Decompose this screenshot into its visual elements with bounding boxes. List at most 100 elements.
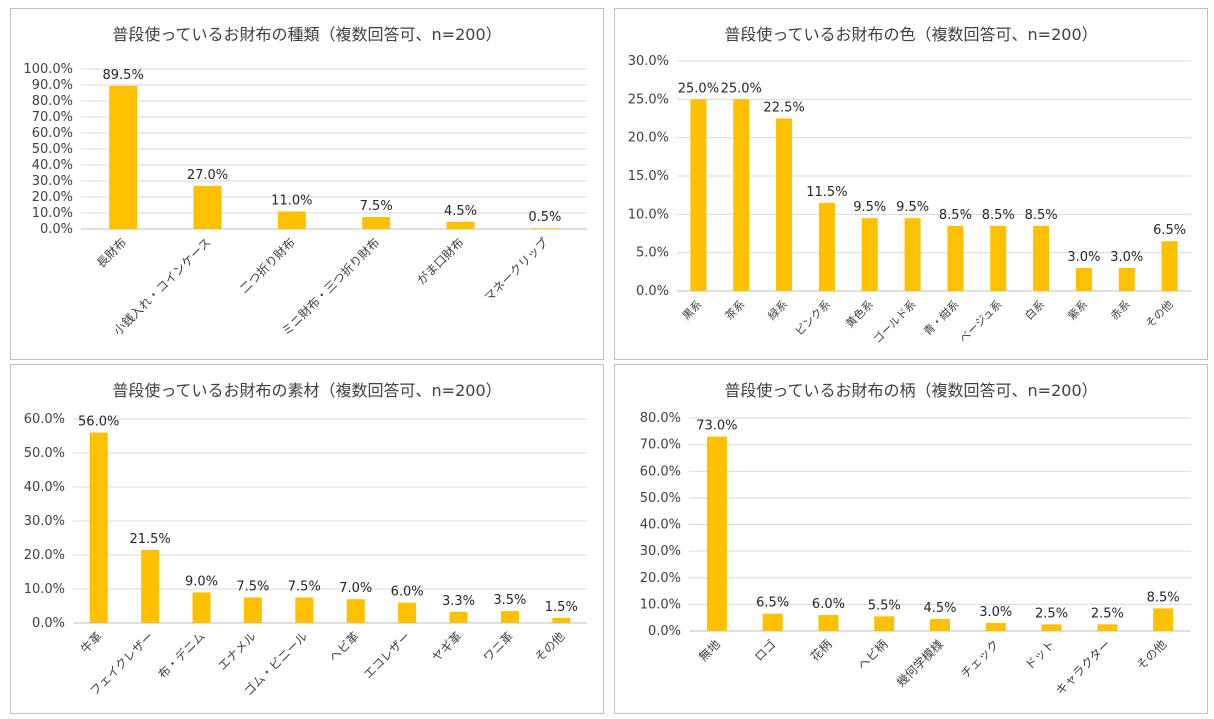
bar — [1075, 268, 1092, 291]
x-tick-label: 黄色系 — [843, 297, 876, 330]
bar — [1097, 624, 1118, 631]
y-tick-label: 30.0% — [628, 54, 669, 69]
y-tick-label: 50.0% — [640, 491, 681, 506]
x-tick-label: ロゴ — [751, 637, 779, 665]
y-tick-label: 30.0% — [640, 544, 681, 559]
bar — [947, 225, 964, 291]
chart-title: 普段使っているお財布の色（複数回答可、n=200） — [724, 25, 1098, 44]
bar — [109, 85, 138, 229]
data-label: 2.5% — [1035, 606, 1068, 621]
data-label: 8.5% — [982, 208, 1015, 223]
x-tick-label: エコレザー — [361, 629, 413, 681]
y-tick-label: 90.0% — [32, 78, 73, 93]
x-tick-label: 幾何学模様 — [893, 637, 946, 690]
data-label: 25.0% — [678, 81, 719, 96]
data-label: 3.0% — [1067, 250, 1100, 265]
data-label: 6.5% — [756, 596, 789, 611]
data-label: 9.0% — [185, 574, 218, 589]
data-label: 11.0% — [271, 193, 312, 208]
y-tick-label: 40.0% — [640, 518, 681, 533]
bar — [985, 623, 1006, 631]
x-tick-label: 緑系 — [765, 297, 790, 322]
y-tick-label: 0.0% — [636, 284, 669, 299]
y-tick-label: 100.0% — [23, 62, 73, 77]
data-label: 2.5% — [1091, 606, 1124, 621]
chart-panel-wallet-color: 普段使っているお財布の色（複数回答可、n=200） 0.0% 5.0% 10.0% 1… — [614, 8, 1208, 360]
y-tick-label: 50.0% — [32, 142, 73, 157]
data-label: 7.5% — [288, 580, 321, 595]
x-tick-label: ベージュ系 — [957, 298, 1004, 345]
data-label: 56.0% — [78, 415, 119, 430]
y-tick-label: 80.0% — [32, 94, 73, 109]
data-label: 3.0% — [979, 605, 1012, 620]
x-tick-label: ミニ財布・三つ折り財布 — [278, 235, 382, 339]
bar — [1041, 624, 1062, 631]
x-tick-label: ワニ革 — [481, 629, 516, 664]
data-label: 8.5% — [939, 208, 972, 223]
bar — [861, 218, 878, 291]
chart-svg: 0.0%10.0%20.0%30.0%40.0%50.0%60.0%70.0%8… — [640, 411, 1191, 698]
data-label: 3.5% — [493, 593, 526, 608]
x-tick-label: 小銭入れ・コインケース — [110, 235, 214, 339]
bar — [874, 616, 895, 631]
bar — [1153, 608, 1174, 631]
data-label: 89.5% — [103, 68, 144, 83]
y-tick-label: 50.0% — [24, 446, 65, 461]
data-label: 3.3% — [442, 594, 475, 609]
chart-panel-wallet-type: 普段使っているお財布の種類（複数回答可、n=200） 0.0% 10.0% 20.0… — [10, 8, 604, 360]
x-tick-label: ヘビ柄 — [855, 637, 890, 672]
data-label: 6.5% — [1153, 223, 1186, 238]
chart-title: 普段使っているお財布の種類（複数回答可、n=200） — [112, 25, 502, 44]
x-tick-label: 布・デニム — [155, 629, 208, 682]
bar — [733, 99, 750, 291]
bar — [762, 613, 783, 631]
y-tick-label: 15.0% — [628, 169, 669, 184]
bar — [449, 611, 468, 623]
y-tick-label: 70.0% — [640, 438, 681, 453]
bar — [1118, 268, 1135, 291]
data-label: 8.5% — [1147, 590, 1180, 605]
data-label: 21.5% — [129, 532, 170, 547]
bar — [690, 99, 707, 291]
x-tick-label: チェック — [958, 637, 1002, 681]
y-tick-label: 40.0% — [32, 158, 73, 173]
data-label: 0.5% — [528, 210, 561, 225]
bar — [818, 202, 835, 291]
bar — [277, 211, 306, 229]
y-tick-label: 70.0% — [32, 110, 73, 125]
y-tick-label: 10.0% — [24, 582, 65, 597]
y-tick-label: 10.0% — [628, 207, 669, 222]
data-label: 9.5% — [853, 200, 886, 215]
x-tick-label: ドット — [1022, 637, 1057, 672]
data-label: 22.5% — [763, 101, 804, 116]
data-label: 3.0% — [1110, 250, 1143, 265]
bar — [362, 217, 391, 229]
y-tick-label: 80.0% — [640, 411, 681, 426]
y-tick-label: 20.0% — [24, 548, 65, 563]
chart-title: 普段使っているお財布の素材（複数回答可、n=200） — [112, 381, 502, 400]
y-tick-label: 20.0% — [628, 131, 669, 146]
x-tick-label: その他 — [1143, 298, 1176, 331]
y-tick-label: 25.0% — [628, 92, 669, 107]
chart-svg: 0.0%10.0%20.0%30.0%40.0%50.0%60.0%70.0%8… — [23, 62, 587, 339]
bar — [243, 597, 262, 623]
data-label: 8.5% — [1025, 208, 1058, 223]
x-tick-label: ピンク系 — [793, 298, 833, 338]
y-tick-label: 5.0% — [636, 246, 669, 261]
data-label: 25.0% — [721, 81, 762, 96]
y-tick-label: 30.0% — [32, 174, 73, 189]
y-tick-label: 20.0% — [32, 190, 73, 205]
data-label: 11.5% — [806, 185, 847, 200]
bar — [446, 221, 475, 229]
bar — [776, 118, 793, 291]
x-tick-label: キャラクター — [1053, 637, 1113, 697]
x-tick-label: 無地 — [695, 637, 723, 665]
x-tick-label: 花柄 — [807, 637, 835, 665]
data-label: 6.0% — [812, 597, 845, 612]
y-tick-label: 60.0% — [640, 464, 681, 479]
bar — [818, 615, 839, 631]
bar — [552, 617, 571, 623]
bar — [295, 597, 314, 623]
chart-panel-wallet-pattern: 普段使っているお財布の柄（複数回答可、n=200） 0.0% 10.0% 20.0%… — [614, 364, 1208, 714]
data-label: 5.5% — [868, 598, 901, 613]
